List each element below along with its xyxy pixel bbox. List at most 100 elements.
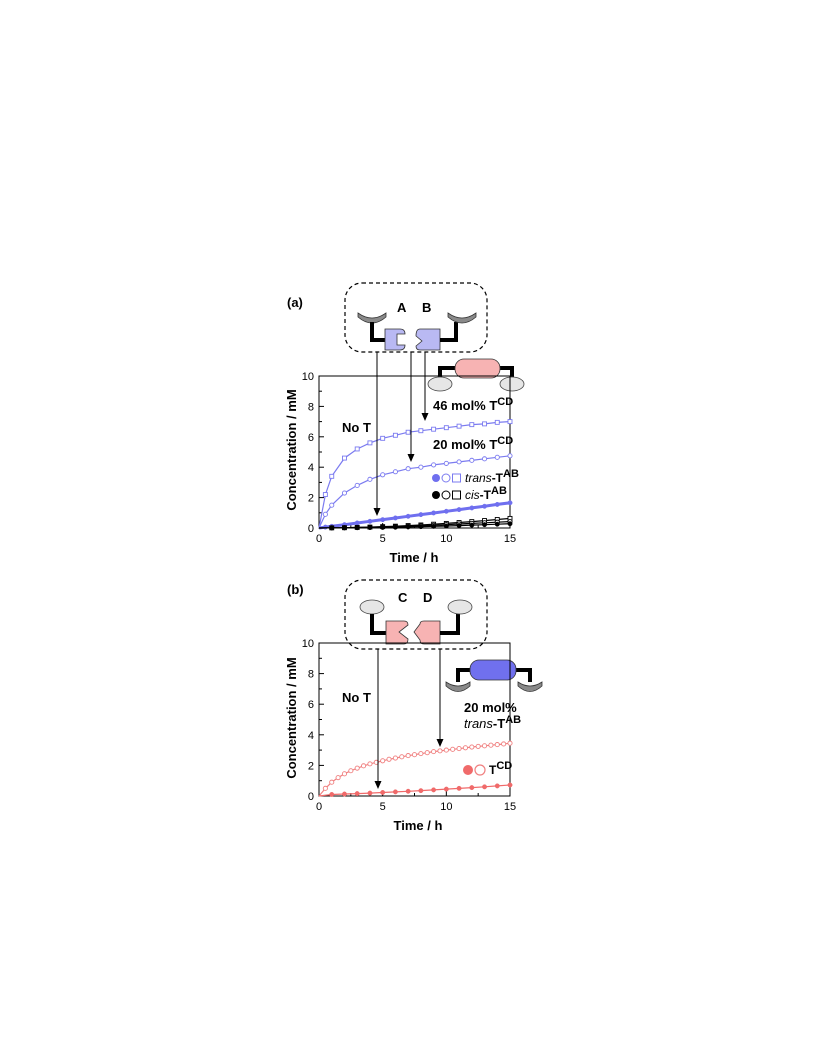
data-point-open-circle (501, 741, 507, 747)
data-point-open-circle (469, 744, 475, 750)
x-tick-label: 5 (380, 533, 386, 545)
template-cd-box-diagram: C D (344, 579, 488, 650)
series-fit-line (318, 784, 511, 797)
y-tick-label: 2 (308, 760, 314, 772)
legend-trans-open-square-icon (452, 473, 461, 483)
plot-a-arrows (373, 352, 429, 516)
plot-a-x-axis-title: Time / h (390, 550, 439, 565)
data-point-open-circle (341, 771, 348, 777)
data-point-filled-circle (494, 501, 500, 507)
data-point-open-circle (507, 740, 513, 746)
x-tick-label: 15 (504, 533, 516, 545)
template-cd-diagram (427, 358, 525, 392)
data-point-filled-circle (329, 525, 335, 531)
data-point-open-circle (335, 775, 341, 781)
data-point-open-circle (392, 469, 398, 475)
data-point-open-circle (341, 490, 348, 496)
data-point-open-circle (507, 453, 513, 459)
data-point-open-circle (354, 765, 360, 771)
panel-b: (b) C D 0 2 4 6 8 10 0 5 10 15 Concentration / m… (284, 579, 543, 833)
plot-b-arrows (374, 649, 444, 789)
data-point-filled-circle (443, 786, 449, 792)
template-cd-core-icon (454, 358, 501, 379)
data-point-filled-circle (443, 508, 449, 514)
annotation-20-mol-b: 20 mol% (464, 700, 517, 715)
y-tick-label: 0 (308, 523, 314, 535)
template-label-d: D (423, 590, 432, 605)
data-point-open-circle (481, 456, 488, 462)
panel-b-label: (b) (287, 582, 304, 597)
data-point-open-circle (456, 459, 462, 465)
plot-b-y-tick-labels: 0 2 4 6 8 10 (302, 638, 314, 803)
annotation-no-t-a: No T (342, 420, 371, 435)
arrow-no-t-b-head (374, 781, 382, 789)
plot-a-x-tick-labels: 0 5 10 15 (316, 533, 516, 545)
receptor-d-end-icon (447, 599, 473, 615)
data-point-filled-circle (431, 523, 437, 529)
data-point-filled-circle (418, 512, 424, 518)
arrow-no-t-a-head (373, 508, 381, 516)
plot-b-legend: TCD (463, 760, 512, 777)
data-point-open-circle (367, 476, 373, 482)
data-point-filled-circle (342, 791, 347, 797)
template-cd-end-left-icon (427, 376, 453, 392)
x-tick-label: 10 (440, 801, 452, 813)
legend-cis-filled-circle-icon (432, 491, 440, 499)
reactive-site-b-icon (415, 328, 441, 351)
data-point-open-circle (380, 472, 386, 478)
template-ab-linker-icon (456, 668, 532, 682)
template-ab-core-icon (469, 659, 517, 681)
data-point-square (507, 419, 513, 425)
data-point-square (392, 432, 398, 438)
legend-cis-tab: cis-TAB (465, 485, 507, 502)
data-point-square (418, 428, 424, 434)
linker-c-icon (370, 614, 386, 635)
data-point-filled-circle (469, 785, 475, 791)
data-point-open-circle (392, 755, 398, 761)
legend-cis-open-square-icon (452, 490, 461, 500)
annotation-46-mol: 46 mol% TCD (433, 396, 513, 413)
y-tick-label: 6 (308, 699, 314, 711)
template-cd-box (344, 579, 488, 650)
data-point-open-circle (494, 742, 500, 748)
template-ab-cup-right-icon (517, 681, 543, 692)
linker-d-icon (440, 614, 460, 635)
data-point-filled-circle (367, 518, 373, 524)
data-point-filled-circle (482, 784, 487, 790)
receptor-right-cup-icon (447, 312, 477, 324)
data-point-filled-circle (507, 500, 513, 506)
data-point-filled-circle (456, 785, 462, 791)
plot-a-y-tick-labels: 0 2 4 6 8 10 (302, 371, 314, 535)
arrow-20-b-head (436, 739, 444, 747)
data-point-filled-circle (380, 524, 386, 530)
plot-b-y-axis-title: Concentration / mM (284, 657, 299, 778)
data-point-open-circle (361, 763, 367, 769)
data-point-filled-circle (354, 525, 360, 531)
legend-tcd: TCD (489, 760, 512, 777)
data-point-filled-circle (392, 789, 398, 795)
x-tick-label: 0 (316, 533, 322, 545)
template-ab-diagram-b (445, 659, 543, 692)
data-point-open-circle (481, 743, 488, 749)
data-point-filled-circle (354, 520, 360, 526)
panel-a: (a) A B 0 2 4 6 8 10 0 5 10 15 Concentration / m… (284, 282, 525, 565)
data-point-filled-circle (494, 783, 500, 789)
plot-a-series (318, 419, 513, 531)
data-point-open-circle (443, 747, 449, 753)
data-point-filled-circle (456, 523, 462, 529)
plot-a-legend: trans-TAB cis-TAB (432, 468, 519, 502)
template-label-c: C (398, 590, 408, 605)
data-point-square (431, 426, 437, 432)
reactive-site-c-icon (385, 620, 409, 645)
data-point-open-circle (367, 761, 373, 767)
reactive-site-a-icon (384, 328, 406, 351)
y-tick-label: 8 (308, 669, 314, 681)
data-point-filled-circle (380, 790, 386, 795)
legend-trans-open-circle-icon (441, 473, 451, 483)
y-tick-label: 4 (308, 462, 314, 474)
x-tick-label: 15 (504, 801, 516, 813)
data-point-filled-circle (329, 792, 335, 797)
data-point-open-circle (456, 746, 462, 752)
data-point-open-circle (354, 482, 360, 488)
